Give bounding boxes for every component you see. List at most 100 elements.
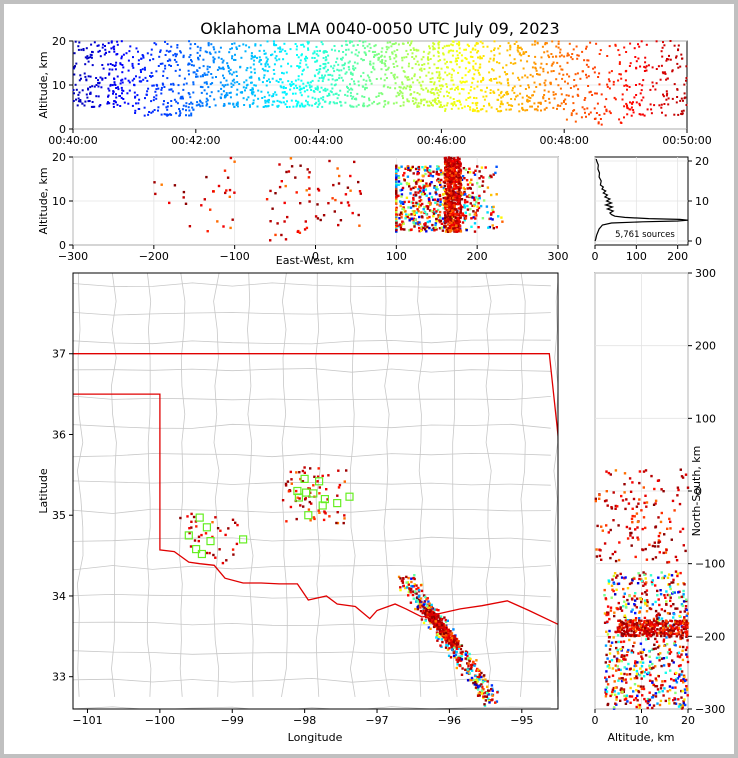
time-height-point (242, 43, 245, 46)
time-height-point (499, 45, 502, 48)
time-height-point (188, 114, 191, 117)
time-height-point (630, 106, 633, 109)
time-height-point (305, 55, 307, 58)
time-height-point (101, 64, 104, 66)
alt-ns-point (644, 577, 647, 580)
time-height-point (542, 67, 545, 70)
ew-height-point (426, 184, 429, 188)
time-height-point (363, 47, 366, 50)
time-height-point (324, 89, 327, 92)
time-height-point (416, 60, 419, 63)
time-height-point (443, 45, 446, 48)
alt-ns-point (650, 474, 653, 478)
time-height-point (458, 43, 461, 46)
ew-height-point (453, 169, 457, 173)
alt-ns-point (607, 636, 611, 639)
plan-view-point (452, 641, 456, 644)
time-height-point (490, 78, 493, 80)
time-height-point (516, 94, 519, 97)
time-height-point (614, 44, 617, 47)
time-height-point (439, 59, 442, 62)
time-height-point (253, 56, 256, 58)
time-height-point (406, 53, 409, 56)
time-height-point (522, 108, 524, 111)
time-height-point (570, 114, 573, 117)
plan-view-point (478, 694, 481, 697)
time-height-point (303, 105, 306, 108)
alt-ns-point (617, 558, 621, 562)
time-height-point (498, 94, 501, 97)
time-height-point (528, 86, 530, 89)
time-height-point (185, 109, 187, 112)
plan-view-point (430, 616, 434, 619)
time-height-point (308, 84, 311, 87)
time-height-point (682, 109, 685, 112)
time-height-point (231, 57, 233, 60)
ew-height-point (422, 186, 425, 189)
time-height-point (472, 65, 475, 68)
ew-height-point (458, 220, 461, 223)
time-height-point (418, 68, 421, 71)
ew-height-point (358, 224, 361, 227)
time-height-point (334, 92, 337, 95)
ew-height-point (464, 211, 467, 214)
plan-view-point (427, 626, 431, 629)
time-height-point (151, 110, 154, 113)
ew-height-point (451, 193, 454, 196)
time-height-point (383, 55, 386, 58)
time-height-point (329, 101, 332, 104)
time-height-point (264, 69, 267, 72)
time-height-point (394, 87, 397, 90)
ew-height-point (314, 215, 318, 218)
alt-ns-point (651, 706, 654, 710)
time-height-point (266, 40, 269, 43)
alt-ns-point (665, 600, 668, 603)
ew-height-point (419, 187, 422, 190)
time-height-point (566, 54, 569, 57)
time-height-point (385, 69, 388, 71)
ew-height-point (419, 229, 423, 232)
time-height-point (112, 105, 115, 108)
time-height-point (287, 80, 290, 83)
ew-height-point (439, 198, 442, 201)
time-height-point (426, 104, 429, 107)
ew-height-point (495, 193, 498, 196)
time-height-point (589, 90, 592, 93)
time-height-point (556, 104, 559, 107)
time-height-point (188, 73, 190, 76)
alt-ns-point (678, 675, 681, 678)
time-height-point (479, 57, 482, 60)
ew-height-point (413, 212, 416, 215)
time-height-point (608, 80, 611, 83)
time-height-point (547, 54, 550, 57)
ew-height-point (488, 176, 491, 179)
alt-ns-point (646, 604, 649, 607)
time-height-point (110, 41, 113, 44)
ew-height-point (492, 210, 495, 214)
ew-height-point (469, 207, 472, 211)
alt-ns-point (616, 626, 619, 629)
time-height-point (101, 46, 104, 49)
time-height-point (336, 102, 338, 105)
time-height-point (357, 84, 360, 87)
ew-height-point (456, 229, 459, 232)
time-height-point (144, 68, 146, 71)
alt-ns-point (635, 505, 639, 508)
alt-ns-point (686, 486, 690, 489)
plan-view-point (487, 693, 490, 696)
time-height-point (223, 85, 226, 88)
plan-view-point (289, 470, 292, 474)
time-height-point (663, 103, 666, 105)
alt-ns-point (605, 490, 608, 493)
time-height-point (297, 56, 300, 59)
ew-height-point (477, 226, 480, 229)
ew-height-point (478, 194, 481, 198)
alt-ns-point (653, 545, 657, 548)
plan-view-point (440, 631, 444, 634)
ew-height-point (452, 228, 456, 231)
plan-view-point (407, 576, 410, 580)
time-height-point (351, 73, 354, 76)
ew-height-point (428, 199, 431, 203)
time-height-point (457, 44, 460, 47)
ew-height-point (465, 195, 469, 198)
